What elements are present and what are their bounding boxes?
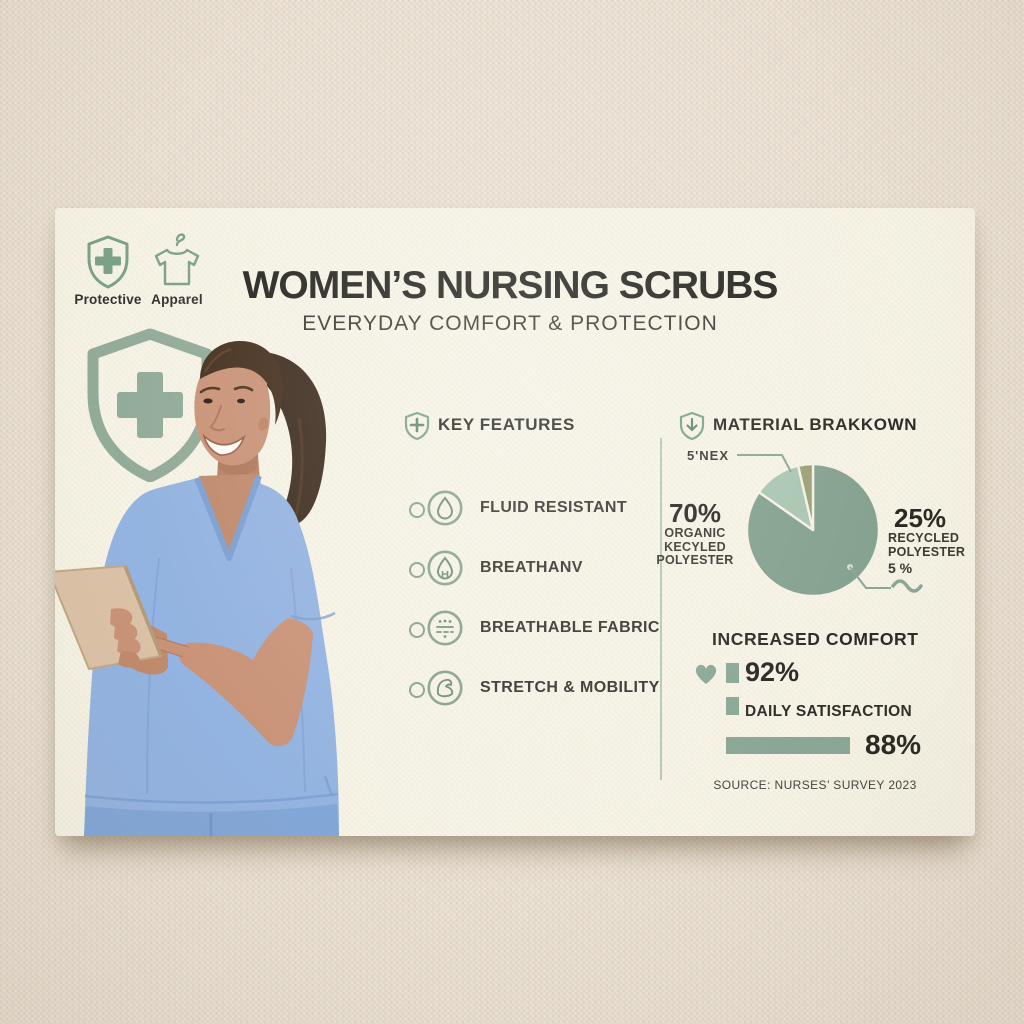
page-subtitle: EVERYDAY COMFORT & PROTECTION [302,312,718,335]
droplet-h-icon [427,550,463,586]
bullet-ring [409,502,425,518]
source-note: SOURCE: NURSES’ SURVEY 2023 [713,778,917,792]
satisfaction-bar [726,737,850,754]
material-shield-icon [679,411,705,441]
pie-callout-label: 5'NEX [686,448,729,463]
airflow-weave-icon [427,610,463,646]
material-heading: MATERIAL BRAKKOWN [713,415,918,434]
satisfaction-tick [726,697,739,715]
badge-apparel-label: Apparel [151,292,203,307]
droplet-icon [427,490,463,526]
bullet-ring [409,622,425,638]
nurse-photo [55,341,339,836]
satisfaction-value: 88% [865,729,922,760]
feature-label: BREATHANV [480,559,583,576]
squiggle-mark [891,579,923,593]
satisfaction-label: DAILY SATISFACTION [745,703,913,720]
material-pie-chart [745,462,881,598]
bullet-ring [409,682,425,698]
muscle-icon [427,670,463,706]
feature-label: BREATHABLE FABRIC [480,619,660,636]
pie-left-label: 70% ORGANIC KECYLED POLYESTER [651,499,739,568]
feature-label: FLUID RESISTANT [480,499,628,516]
face [194,352,271,466]
tshirt-hanger-icon [154,233,200,286]
key-features-shield-icon [404,411,430,441]
pie-right-pct: 25% [894,503,947,533]
stats-heading: INCREASED COMFORT [712,629,919,649]
key-features-heading: KEY FEATURES [438,415,575,434]
infographic-card: Protective Apparel WOMEN’S NURSING SCRUB… [55,208,975,836]
page-title: WOMEN’S NURSING SCRUBS [242,264,779,307]
column-divider [660,438,662,780]
bullet-ring [409,562,425,578]
comfort-value: 92% [745,657,800,687]
heart-icon [695,664,717,684]
comfort-tick [726,663,739,683]
arm [178,618,313,747]
hair [200,341,283,425]
feature-label: STRETCH & MOBILITY [480,679,660,696]
shield-cross-icon [87,235,129,289]
pie-left-pct: 70% [668,498,722,528]
pie-slice-olive [796,462,815,532]
pie-right-note: 5 % [888,560,913,576]
pie-right-label: 25% RECYCLED POLYESTER 5 % [888,504,975,576]
badge-protective-label: Protective [74,292,142,307]
